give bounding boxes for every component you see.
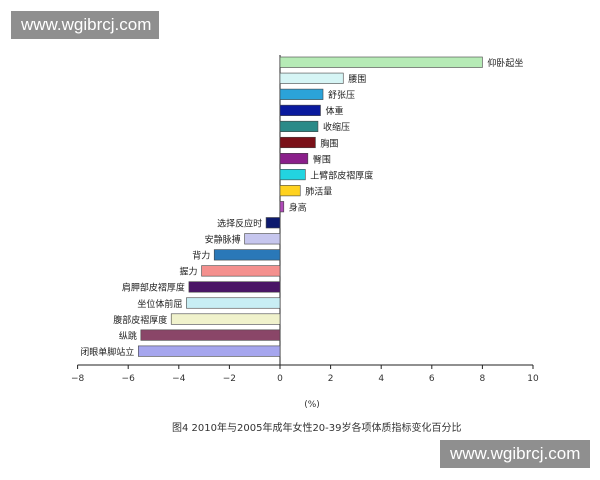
bar <box>279 201 285 213</box>
bar <box>279 88 324 100</box>
bar-label: 闭眼单脚站立 <box>80 346 134 358</box>
x-axis-label: (%) <box>304 400 320 410</box>
bar-label: 选择反应时 <box>217 218 262 230</box>
bar-label: 胸围 <box>320 137 338 149</box>
x-tick-label: 0 <box>277 374 283 384</box>
bar <box>279 169 306 181</box>
bar <box>213 249 281 261</box>
x-tick-label: −2 <box>223 374 236 384</box>
x-tick-label: 10 <box>527 374 539 384</box>
bar-label: 肩胛部皮褶厚度 <box>122 282 185 294</box>
x-tick-label: −6 <box>122 374 136 384</box>
x-ticks: −8 −6 −4 −2 0 2 4 6 8 10 <box>71 365 539 384</box>
bar <box>279 104 321 116</box>
bar-labels: 仰卧起坐腰围舒张压体重收缩压胸围臀围上臂部皮褶厚度肺活量身高选择反应时安静脉搏背… <box>80 57 523 358</box>
bar <box>140 329 281 341</box>
bar <box>279 136 316 149</box>
bar-label: 收缩压 <box>323 121 350 133</box>
bar-label: 身高 <box>289 201 307 213</box>
bar <box>244 233 281 245</box>
bars <box>138 56 483 357</box>
watermark-top: www.wgibrcj.com <box>11 11 159 39</box>
x-tick-label: 8 <box>480 374 486 384</box>
x-tick-label: 6 <box>429 374 435 384</box>
bar <box>279 56 483 68</box>
x-tick-label: 2 <box>328 374 334 384</box>
bar <box>188 281 281 293</box>
bar <box>265 217 281 229</box>
bar-label: 坐位体前屈 <box>137 298 182 310</box>
x-tick-label: −8 <box>71 374 85 384</box>
bar-label: 体重 <box>325 105 343 117</box>
bar <box>170 313 281 325</box>
bar <box>138 345 281 357</box>
bar <box>279 120 319 132</box>
bar-label: 腹部皮褶厚度 <box>113 314 167 326</box>
bar-label: 肺活量 <box>305 185 332 197</box>
bar <box>186 297 281 309</box>
bar <box>279 185 301 197</box>
bar-label: 仰卧起坐 <box>487 57 523 69</box>
bar <box>201 265 281 277</box>
bar <box>279 153 309 165</box>
bar-label: 腰围 <box>348 74 366 85</box>
bar-label: 纵跳 <box>119 330 137 342</box>
bar-label: 舒张压 <box>328 89 355 101</box>
bar <box>279 72 344 84</box>
watermark-bottom: www.wgibrcj.com <box>440 440 590 468</box>
x-tick-label: 4 <box>378 374 384 384</box>
x-tick-label: −4 <box>172 374 186 384</box>
bar-label: 安静脉搏 <box>205 234 241 246</box>
bar-label: 臀围 <box>313 154 331 165</box>
bar-label: 上臂部皮褶厚度 <box>310 169 373 181</box>
figure-caption: 图4 2010年与2005年成年女性20-39岁各项体质指标变化百分比 <box>172 423 462 434</box>
bar-label: 握力 <box>180 266 198 278</box>
bar-label: 背力 <box>192 250 210 262</box>
